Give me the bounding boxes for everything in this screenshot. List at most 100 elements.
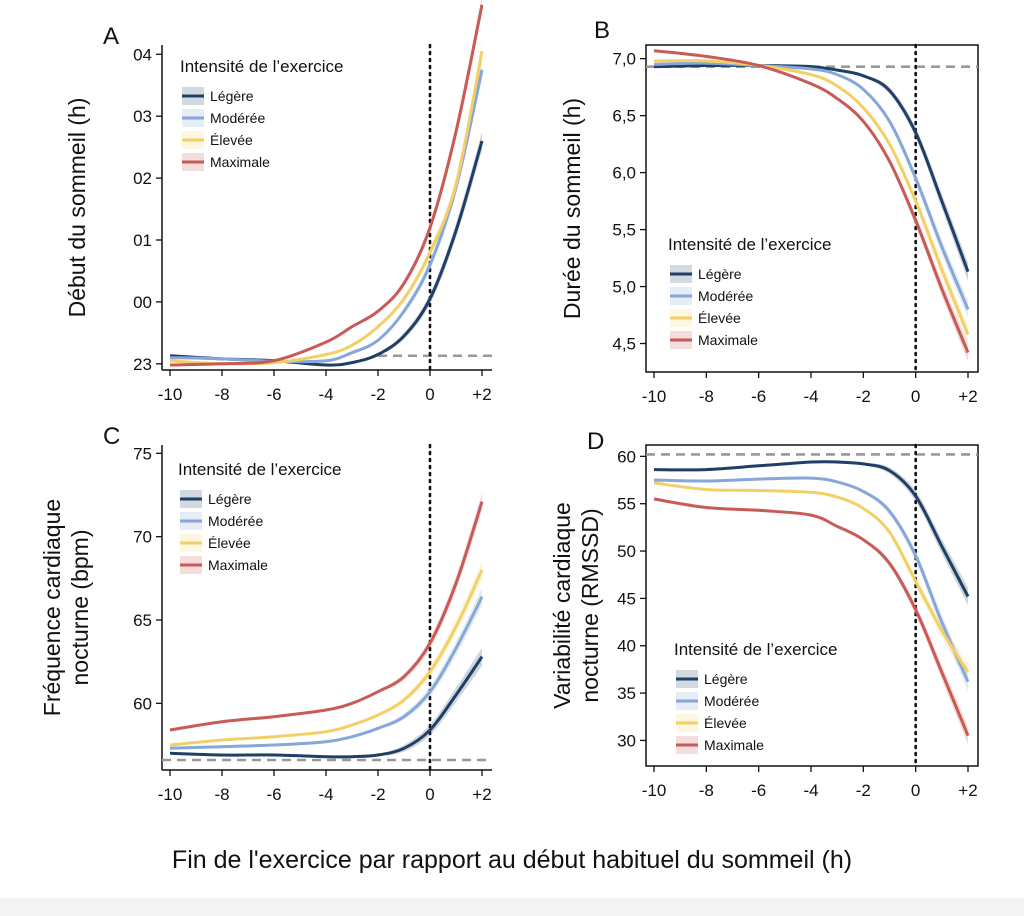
legend-label: Élevée	[208, 535, 251, 551]
y-axis-label: Fréquence cardiaque	[39, 499, 65, 716]
x-tick-label: -2	[856, 387, 871, 406]
x-tick-label: -10	[158, 785, 183, 804]
panel-letter: D	[587, 428, 604, 455]
x-tick-label: -2	[370, 385, 385, 404]
x-tick-label: 0	[911, 387, 920, 406]
series-line-3	[653, 49, 970, 354]
y-tick-label: 5,0	[612, 278, 636, 297]
legend-label: Maximale	[698, 332, 758, 348]
y-tick-label: 75	[133, 444, 152, 463]
y-tick-label: 65	[133, 611, 152, 630]
bottom-strip	[0, 898, 1024, 916]
panel-letter: C	[103, 423, 120, 450]
y-axis-label: nocturne (bpm)	[67, 530, 93, 686]
y-tick-label: 35	[617, 684, 636, 703]
legend-label: Élevée	[704, 715, 747, 731]
x-tick-label: -8	[214, 785, 229, 804]
series-line-1	[169, 596, 484, 750]
x-tick-label: +2	[472, 385, 491, 404]
x-tick-label: +2	[472, 785, 491, 804]
x-tick-label: -6	[751, 387, 766, 406]
y-tick-label: 00	[133, 293, 152, 312]
x-tick-label: +2	[958, 781, 977, 800]
x-tick-label: -6	[266, 385, 281, 404]
panel-b: 4,5 5,0 5,5 6,0 6,5 7,0 -10 -8 -6 -4 -2 0 +2 B Durée d…	[559, 17, 979, 406]
legend-title: Intensité de l’exercice	[674, 640, 837, 659]
x-tick-label: +2	[958, 387, 977, 406]
x-tick-label: -2	[370, 785, 385, 804]
x-tick-label: -6	[266, 785, 281, 804]
y-tick-label: 6,0	[612, 164, 636, 183]
legend-label: Modérée	[210, 110, 265, 126]
y-tick-label: 23	[133, 355, 152, 374]
y-tick-label: 55	[617, 495, 636, 514]
y-tick-label: 5,5	[612, 221, 636, 240]
series-line-3	[653, 497, 970, 737]
legend: Intensité de l’exercice Légère Modérée Élev…	[180, 57, 343, 171]
panel-letter: A	[103, 23, 119, 50]
y-tick-label: 60	[133, 694, 152, 713]
series-line-2	[169, 569, 484, 747]
legend-label: Maximale	[704, 737, 764, 753]
panel-d: 30 35 40 45 50 55 60 -10 -8 -6 -4 -2 0 +2 D Variabilité…	[549, 428, 979, 800]
x-tick-label: -10	[642, 781, 667, 800]
legend-label: Maximale	[210, 154, 270, 170]
x-tick-label: -6	[751, 781, 766, 800]
y-tick-label: 04	[133, 45, 152, 64]
plot-frame	[645, 44, 979, 373]
x-tick-label: -4	[318, 785, 333, 804]
series-line-0	[169, 655, 484, 759]
x-tick-label: -10	[158, 385, 183, 404]
x-tick-label: -4	[318, 385, 333, 404]
y-axis-label: nocturne (RMSSD)	[577, 508, 603, 702]
series-line-0	[653, 460, 970, 598]
y-tick-label: 01	[133, 231, 152, 250]
x-tick-label: -4	[803, 781, 818, 800]
x-tick-label: -8	[699, 387, 714, 406]
x-tick-label: -4	[803, 387, 818, 406]
band-3	[170, 0, 482, 367]
y-tick-label: 45	[617, 589, 636, 608]
y-tick-label: 6,5	[612, 107, 636, 126]
figure-x-axis-label: Fin de l'exercice par rapport au début h…	[171, 846, 853, 874]
band-2	[170, 560, 482, 747]
legend-label: Modérée	[704, 693, 759, 709]
series-line-2	[653, 59, 970, 335]
legend-label: Élevée	[210, 132, 253, 148]
legend-label: Légère	[208, 491, 252, 507]
legend-title: Intensité de l’exercice	[178, 460, 341, 479]
plot-frame	[645, 444, 979, 767]
y-tick-label: 30	[617, 731, 636, 750]
legend-label: Légère	[704, 671, 748, 687]
series-line-1	[653, 476, 970, 683]
legend: Intensité de l’exercice Légère Modérée Élev…	[674, 640, 837, 754]
legend-label: Modérée	[698, 288, 753, 304]
legend-label: Maximale	[208, 557, 268, 573]
panel-a: 23 00 01 02 03 04 -10 -8 -6 -4 -2 0 +2 A Début du somm…	[64, 0, 492, 404]
y-tick-label: 50	[617, 542, 636, 561]
legend: Intensité de l’exercice Légère Modérée Élev…	[668, 235, 831, 349]
series-line-2	[653, 481, 970, 674]
y-axis-label: Variabilité cardiaque	[549, 502, 575, 709]
series-line-3	[169, 501, 484, 732]
y-axis-label: Durée du sommeil (h)	[559, 98, 585, 319]
y-tick-label: 7,0	[612, 50, 636, 69]
x-tick-label: -10	[642, 387, 667, 406]
x-tick-label: 0	[425, 385, 434, 404]
legend-label: Modérée	[208, 513, 263, 529]
y-tick-label: 70	[133, 528, 152, 547]
legend-label: Légère	[698, 266, 742, 282]
y-axis-label: Début du sommeil (h)	[64, 98, 90, 318]
panel-c: 60 65 70 75 -10 -8 -6 -4 -2 0 +2 C Fréquence cardiaq…	[39, 423, 492, 804]
y-tick-label: 60	[617, 447, 636, 466]
x-tick-label: -8	[699, 781, 714, 800]
y-tick-label: 4,5	[612, 335, 636, 354]
x-tick-label: -2	[856, 781, 871, 800]
y-tick-label: 03	[133, 107, 152, 126]
legend-label: Élevée	[698, 310, 741, 326]
y-tick-label: 02	[133, 169, 152, 188]
legend-title: Intensité de l’exercice	[668, 235, 831, 254]
legend-label: Légère	[210, 88, 254, 104]
y-tick-label: 40	[617, 637, 636, 656]
